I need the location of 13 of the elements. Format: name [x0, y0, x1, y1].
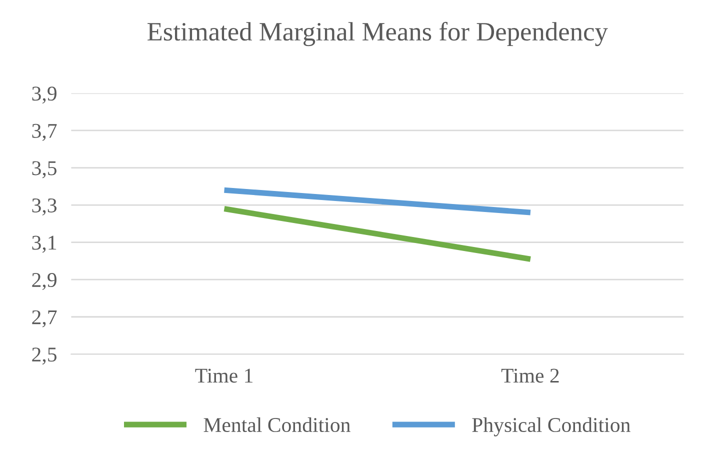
y-tick-label: 3,3 — [32, 198, 56, 216]
y-tick-label: 3,9 — [32, 86, 56, 104]
legend-label: Physical Condition — [472, 417, 630, 436]
chart-title: Estimated Marginal Means for Dependency — [148, 22, 608, 46]
y-tick-label: 3,5 — [32, 161, 56, 178]
y-tick-label: 2,9 — [32, 273, 56, 290]
y-tick-label: 3,7 — [32, 124, 57, 141]
y-tick-label: 3,1 — [32, 236, 56, 253]
y-tick-label: 2,7 — [32, 310, 57, 328]
x-tick-label: Time 1 — [195, 368, 252, 383]
legend-label: Mental Condition — [204, 417, 350, 432]
x-tick-label: Time 2 — [501, 368, 559, 383]
y-tick-label: 2,5 — [32, 348, 56, 365]
